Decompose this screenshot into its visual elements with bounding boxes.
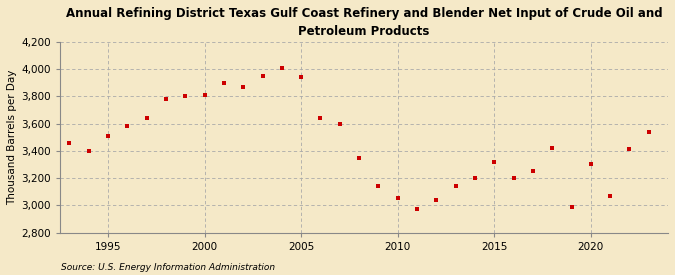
Point [585, 162, 596, 167]
Point [412, 207, 423, 211]
Point [489, 160, 500, 164]
Point [547, 146, 558, 150]
Point [161, 97, 171, 101]
Point [470, 176, 481, 180]
Point [64, 141, 75, 145]
Point [392, 196, 403, 201]
Point [354, 155, 364, 160]
Point [566, 204, 577, 209]
Point [238, 85, 248, 89]
Point [334, 121, 345, 126]
Point [257, 74, 268, 78]
Point [199, 93, 210, 97]
Title: Annual Refining District Texas Gulf Coast Refinery and Blender Net Input of Crud: Annual Refining District Texas Gulf Coas… [65, 7, 662, 38]
Point [180, 94, 190, 98]
Point [141, 116, 152, 120]
Point [122, 124, 133, 128]
Point [431, 198, 441, 202]
Point [296, 75, 306, 79]
Point [373, 184, 384, 188]
Point [277, 65, 288, 70]
Text: Source: U.S. Energy Information Administration: Source: U.S. Energy Information Administ… [61, 263, 275, 272]
Point [624, 147, 634, 152]
Point [219, 81, 230, 85]
Point [83, 148, 94, 153]
Point [450, 184, 461, 188]
Point [508, 176, 519, 180]
Y-axis label: Thousand Barrels per Day: Thousand Barrels per Day [7, 70, 17, 205]
Point [103, 134, 113, 138]
Point [643, 130, 654, 134]
Point [605, 194, 616, 198]
Point [527, 169, 538, 174]
Point [315, 116, 326, 120]
